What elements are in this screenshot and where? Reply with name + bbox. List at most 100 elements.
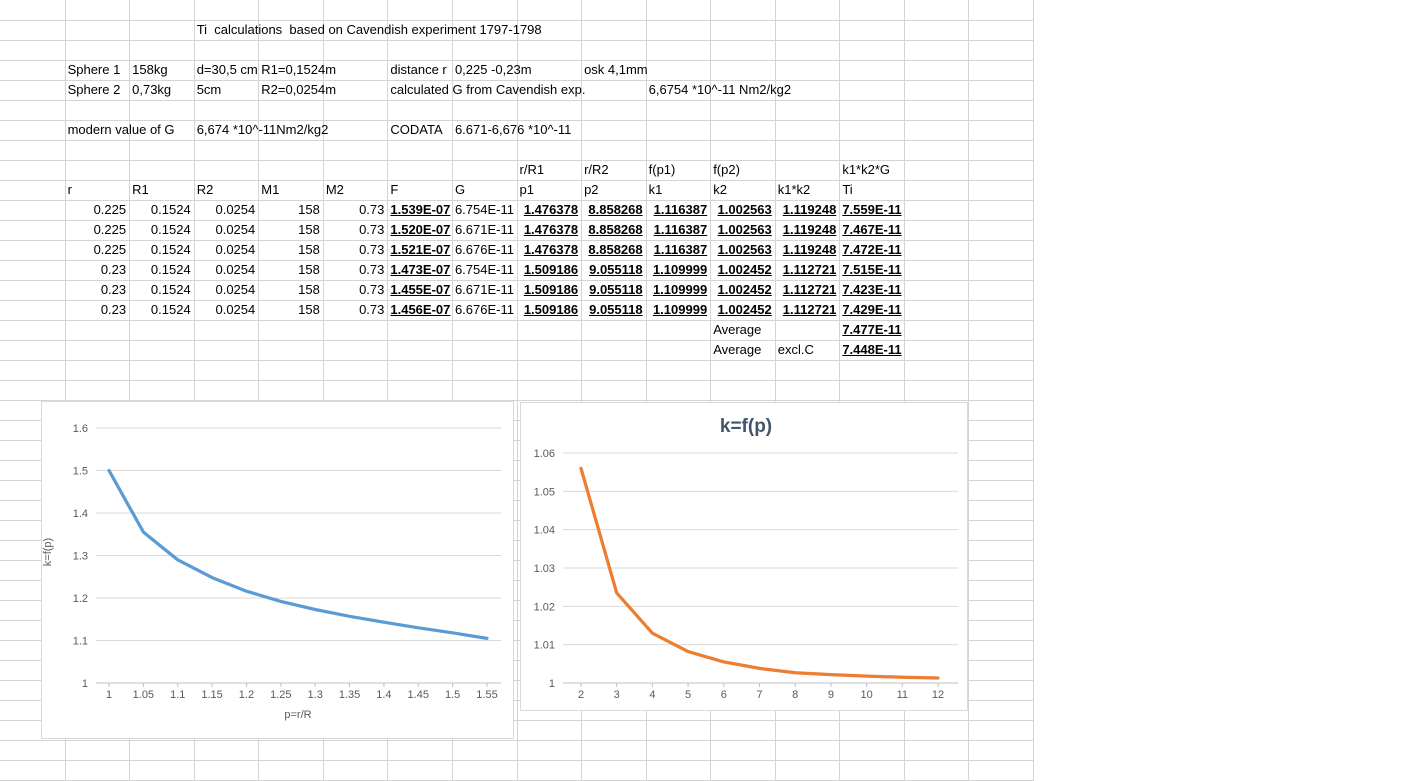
cell[interactable]: 7.559E-11 (842, 202, 902, 217)
cell[interactable]: 1.116387 (653, 222, 708, 237)
cell[interactable]: distance r (390, 62, 447, 77)
cell[interactable]: 0,73kg (132, 82, 172, 97)
cell[interactable]: 1.116387 (653, 202, 708, 217)
cell[interactable]: Sphere 2 (67, 82, 121, 97)
cell[interactable]: 1.456E-07 (390, 302, 451, 317)
cell[interactable]: M2 (325, 182, 344, 197)
cell[interactable]: 8.858268 (588, 202, 643, 217)
cell[interactable]: 1.109999 (652, 302, 708, 317)
cell[interactable]: 1.476378 (523, 242, 579, 257)
cell[interactable]: 1.476378 (523, 222, 579, 237)
cell[interactable]: 0.73 (359, 222, 385, 237)
cell[interactable]: M1 (261, 182, 280, 197)
cell[interactable]: 1.455E-07 (390, 282, 451, 297)
right-chart[interactable]: 1 1.01 1.02 1.03 1.04 1.05 1.06 2 3 4 5 6 7 8 9 10 11 12 k… (520, 402, 968, 711)
cell[interactable]: 0.225 (93, 202, 127, 217)
cell[interactable]: k1*k2*G (842, 162, 891, 177)
cell[interactable]: 0.73 (359, 302, 385, 317)
cell[interactable]: 7.467E-11 (842, 222, 902, 237)
cell[interactable]: 0.225 (93, 242, 127, 257)
cell[interactable]: 1.119248 (782, 202, 837, 217)
cell[interactable]: 0.225 (93, 222, 127, 237)
cell[interactable]: modern value of G (67, 122, 175, 137)
cell[interactable]: 1.521E-07 (390, 242, 451, 257)
cell[interactable]: 1.539E-07 (390, 202, 451, 217)
cell[interactable]: 9.055118 (589, 282, 643, 297)
cell[interactable]: 1.112721 (782, 262, 837, 277)
cell[interactable]: 1.002452 (717, 302, 772, 317)
cell[interactable]: 0.1524 (150, 302, 191, 317)
cell[interactable]: Ti calculations based on Cavendish exper… (196, 22, 542, 37)
cell[interactable]: 1.520E-07 (390, 222, 451, 237)
data-series-line[interactable] (579, 466, 940, 680)
cell[interactable]: 6.754E-11 (454, 202, 514, 217)
cell[interactable]: p1 (519, 182, 534, 197)
cell[interactable]: 6.671E-11 (454, 282, 514, 297)
cell[interactable]: 0.1524 (150, 242, 191, 257)
cell[interactable]: 0.73 (359, 282, 385, 297)
cell[interactable]: R2 (196, 182, 214, 197)
cell[interactable]: 0,225 -0,23m (454, 62, 532, 77)
cell[interactable]: Average (713, 322, 762, 337)
cell[interactable]: k1*k2 (777, 182, 811, 197)
cell[interactable]: 1.109999 (652, 282, 708, 297)
cell[interactable]: 0.0254 (215, 282, 256, 297)
cell[interactable]: 6.671E-11 (454, 222, 514, 237)
cell[interactable]: r/R1 (519, 162, 545, 177)
cell[interactable]: 8.858268 (588, 222, 643, 237)
cell[interactable]: 5cm (196, 82, 222, 97)
cell[interactable]: 6,6754 *10^-11 Nm2/kg2 (648, 82, 792, 97)
cell[interactable]: 7.448E-11 (842, 342, 902, 357)
cell[interactable]: 1.002452 (717, 262, 772, 277)
cell[interactable]: 158 (298, 202, 320, 217)
cell[interactable]: 1.509186 (523, 282, 579, 297)
cell[interactable]: 0.0254 (215, 242, 256, 257)
cell[interactable]: 158 (298, 262, 320, 277)
cell[interactable]: Ti (842, 182, 853, 197)
cell[interactable]: Sphere 1 (67, 62, 121, 77)
cell[interactable]: 6.754E-11 (454, 262, 514, 277)
cell[interactable]: 1.002563 (717, 242, 772, 257)
cell[interactable]: Average (713, 342, 762, 357)
cell[interactable]: 1.473E-07 (390, 262, 451, 277)
cell[interactable]: F (390, 182, 399, 197)
cell[interactable]: 1.509186 (523, 262, 579, 277)
cell[interactable]: 0.73 (359, 242, 385, 257)
cell[interactable]: 0.0254 (215, 222, 256, 237)
cell[interactable]: 0.73 (359, 262, 385, 277)
cell[interactable]: R1=0,1524m (261, 62, 337, 77)
cell[interactable]: excl.C (777, 342, 814, 357)
cell[interactable]: 1.119248 (782, 242, 837, 257)
cell[interactable]: 1.002563 (717, 222, 772, 237)
cell[interactable]: 1.476378 (523, 202, 579, 217)
cell[interactable]: 0.1524 (150, 262, 191, 277)
cell[interactable]: r/R2 (584, 162, 609, 177)
cell[interactable]: 1.002563 (717, 202, 772, 217)
cell[interactable]: 9.055118 (589, 262, 643, 277)
cell[interactable]: 6.676E-11 (454, 302, 514, 317)
cell[interactable]: 0.1524 (150, 222, 191, 237)
cell[interactable]: R1 (132, 182, 149, 197)
cell[interactable]: 0.0254 (215, 302, 256, 317)
cell[interactable]: 158 (298, 282, 320, 297)
cell[interactable]: 0.1524 (150, 282, 191, 297)
cell[interactable]: 6.676E-11 (454, 242, 514, 257)
cell[interactable]: calculated G from Cavendish exp. (390, 82, 586, 97)
cell[interactable]: 0.73 (359, 202, 385, 217)
cell[interactable]: 0.1524 (150, 202, 191, 217)
cell[interactable]: k1 (648, 182, 663, 197)
cell[interactable]: 7.423E-11 (842, 282, 902, 297)
cell[interactable]: R2=0,0254m (261, 82, 337, 97)
cell[interactable]: 6,674 *10^-11Nm2/kg2 (196, 122, 329, 137)
cell[interactable]: 158 (298, 222, 320, 237)
left-chart[interactable]: 1 1.1 1.2 1.3 1.4 1.5 1.6 1 1.05 1.1 1.15 1.2 1.25 1.… (41, 401, 514, 739)
cell[interactable]: 1.112721 (782, 302, 837, 317)
cell[interactable]: d=30,5 cm (196, 62, 258, 77)
cell[interactable]: 158kg (132, 62, 168, 77)
cell[interactable]: f(p2) (713, 162, 740, 177)
cell[interactable]: 6.671-6,676 *10^-11 (454, 122, 572, 137)
cell[interactable]: 0.0254 (215, 262, 256, 277)
cell[interactable]: 0.23 (100, 262, 127, 277)
cell[interactable]: osk 4,1mm (584, 62, 648, 77)
cell[interactable]: 0.0254 (215, 202, 256, 217)
